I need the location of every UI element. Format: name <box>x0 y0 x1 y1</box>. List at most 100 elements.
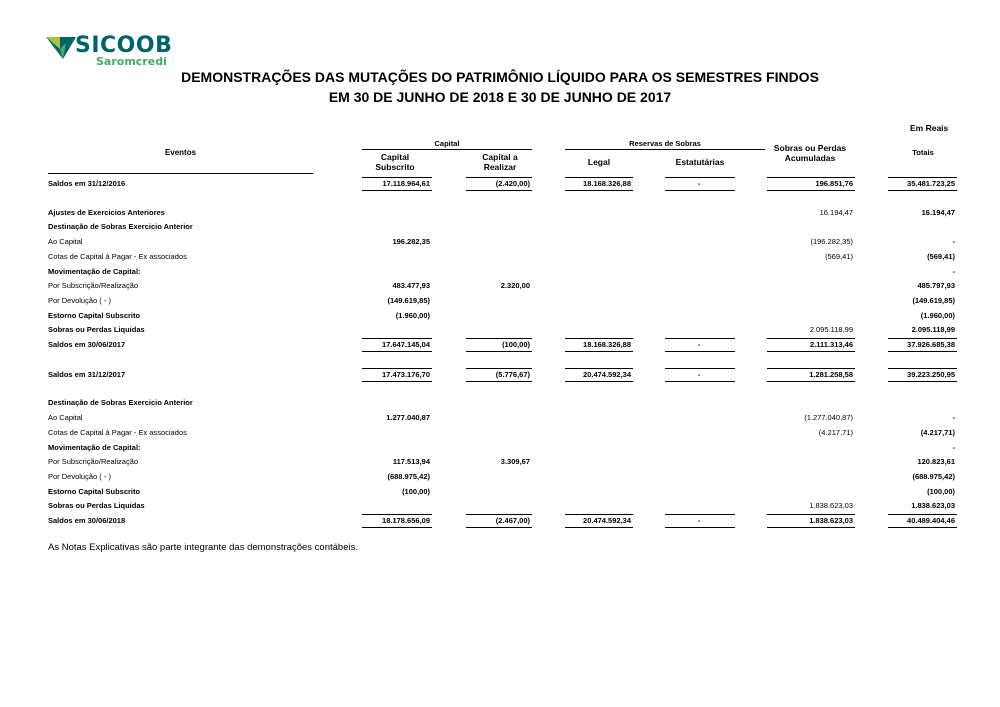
row-label: Ao Capital <box>48 237 83 247</box>
row-label: Sobras ou Perdas Liquidas <box>48 501 145 511</box>
header-divider <box>48 173 313 174</box>
header-sobras: Sobras ou Perdas Acumuladas <box>760 143 860 163</box>
cell-cr: (2.420,00) <box>495 179 530 188</box>
balance-row: Saldos em 31/12/2017 17.473.176,70 (5.776,… <box>0 367 1000 382</box>
cell-cs: 17.647.145,04 <box>382 340 430 349</box>
cell-cs: 196.282,35 <box>392 237 430 247</box>
cell-sob: 16.194,47 <box>819 207 853 217</box>
table-row: Estorno Capital Subscrito (100,00) (100,00… <box>0 484 1000 498</box>
row-label: Movimentação de Capital: <box>48 266 141 276</box>
balance-rule <box>767 514 855 528</box>
cell-tot: (100,00) <box>927 486 955 496</box>
document-title-line1: DEMONSTRAÇÕES DAS MUTAÇÕES DO PATRIMÔNIO… <box>181 69 819 85</box>
cell-tot: 39.223.250,95 <box>907 369 955 379</box>
cell-sob: (4.217,71) <box>818 427 853 437</box>
balance-row: Saldos em 30/06/2017 17.647.145,04 (100,00… <box>0 337 1000 352</box>
cell-est: - <box>697 179 701 188</box>
cell-tot: - <box>952 237 956 247</box>
header-capital-line <box>362 149 532 150</box>
row-label: Por Subscrição/Realização <box>48 281 139 291</box>
cell-est: - <box>697 369 701 379</box>
balance-rule <box>565 338 633 352</box>
row-label: Sobras ou Perdas Liquidas <box>48 325 145 335</box>
document-title-line2: EM 30 DE JUNHO DE 2018 E 30 DE JUNHO DE … <box>328 89 672 105</box>
balance-rule <box>565 367 633 382</box>
cell-tot: (688.975,42) <box>912 471 955 481</box>
header-legal: Legal <box>587 157 611 167</box>
cell-tot: 37.926.685,38 <box>907 340 955 349</box>
cell-legal: 18.168.326,88 <box>583 340 631 349</box>
balance-rule <box>665 338 735 352</box>
balance-rule <box>565 514 633 528</box>
footer-note: As Notas Explicativas são parte integran… <box>48 542 358 553</box>
balance-rule <box>767 177 855 191</box>
cell-tot: 16.194,47 <box>921 207 955 217</box>
row-label: Saldos em 30/06/2018 <box>48 516 126 525</box>
cell-est: - <box>697 340 701 349</box>
header-reservas-group: Reservas de Sobras <box>629 139 701 148</box>
row-label: Destinação de Sobras Exercicio Anterior <box>48 398 193 408</box>
table-row: Movimentação de Capital: - <box>0 264 1000 278</box>
cell-cs: (1.960,00) <box>395 310 430 320</box>
table-row: Ao Capital 1.277.040,87 (1.277.040,87) - <box>0 410 1000 424</box>
header-capital-realizar: Capital a Realizar <box>460 152 540 172</box>
balance-rule <box>362 338 432 352</box>
balance-rule <box>888 514 957 528</box>
table-row: Cotas de Capital à Pagar - Ex associados… <box>0 249 1000 263</box>
header-text: Capital a <box>482 152 518 162</box>
header-text: Subscrito <box>375 162 415 172</box>
cell-cs: 17.118.964,61 <box>382 179 430 188</box>
cell-sob: 1.838.623,03 <box>809 501 853 511</box>
row-label: Cotas de Capital à Pagar - Ex associados <box>48 251 187 261</box>
balance-rule <box>362 367 432 382</box>
table-row: Por Subscrição/Realização 117.513,94 3.309… <box>0 454 1000 468</box>
cell-cr: (5.776,67) <box>495 369 530 379</box>
header-text: Capital <box>380 152 410 162</box>
cell-tot: (149.619,85) <box>912 295 955 305</box>
cell-tot: 485.797,93 <box>917 281 955 291</box>
balance-row: Saldos em 30/06/2018 18.178.656,09 (2.467,… <box>0 513 1000 528</box>
table-row: Sobras ou Perdas Liquidas 2.095.118,99 2.0… <box>0 322 1000 336</box>
balance-rule <box>565 177 633 191</box>
table-row: Ajustes de Exercicios Anteriores 16.194,4… <box>0 205 1000 219</box>
cell-tot: 35.481.723,25 <box>907 179 955 188</box>
header-capital-group: Capital <box>434 139 460 148</box>
table-row: Destinação de Sobras Exercicio Anterior <box>0 219 1000 233</box>
balance-rule <box>362 514 432 528</box>
row-label: Saldos em 30/06/2017 <box>48 340 126 349</box>
row-label: Saldos em 31/12/2016 <box>48 179 126 188</box>
cell-cs: 18.178.656,09 <box>382 516 430 525</box>
cell-tot: (1.960,00) <box>920 310 955 320</box>
sicoob-logo-mark-icon <box>46 37 76 59</box>
balance-rule <box>466 338 532 352</box>
cell-cr: (100,00) <box>502 340 530 349</box>
table-row: Por Devolução ( - ) (149.619,85) (149.619,… <box>0 293 1000 307</box>
header-text: Acumuladas <box>784 153 836 163</box>
cell-tot: 120.823,61 <box>917 457 955 467</box>
row-label: Por Devolução ( - ) <box>48 471 111 481</box>
cell-cs: 483.477,93 <box>392 281 430 291</box>
cell-cs: 17.473.176,70 <box>382 369 430 379</box>
cell-cs: 1.277.040,87 <box>386 413 430 423</box>
row-label: Estorno Capital Subscrito <box>48 486 141 496</box>
cell-cr: 2.320,00 <box>500 281 530 291</box>
cell-cs: 117.513,94 <box>392 457 430 467</box>
cell-tot: 2.095.118,99 <box>911 325 955 335</box>
table-row: Por Subscrição/Realização 483.477,93 2.320… <box>0 278 1000 292</box>
logo-name: SICOOB <box>75 33 173 58</box>
row-label: Por Devolução ( - ) <box>48 295 111 305</box>
cell-cr: 3.309,67 <box>500 457 530 467</box>
cell-est: - <box>697 516 701 525</box>
cell-tot: 1.838.623,03 <box>911 501 955 511</box>
header-totais: Totais <box>912 148 934 157</box>
header-eventos: Eventos <box>164 148 197 157</box>
table-row: Cotas de Capital à Pagar - Ex associados… <box>0 425 1000 439</box>
row-label: Movimentação de Capital: <box>48 442 141 452</box>
cell-tot: - <box>952 266 956 276</box>
cell-sob: 2.111.313,46 <box>810 340 853 349</box>
cell-tot: - <box>952 413 956 423</box>
balance-rule <box>767 338 855 352</box>
row-label: Destinação de Sobras Exercicio Anterior <box>48 222 193 232</box>
cell-sob: (569,41) <box>825 251 853 261</box>
